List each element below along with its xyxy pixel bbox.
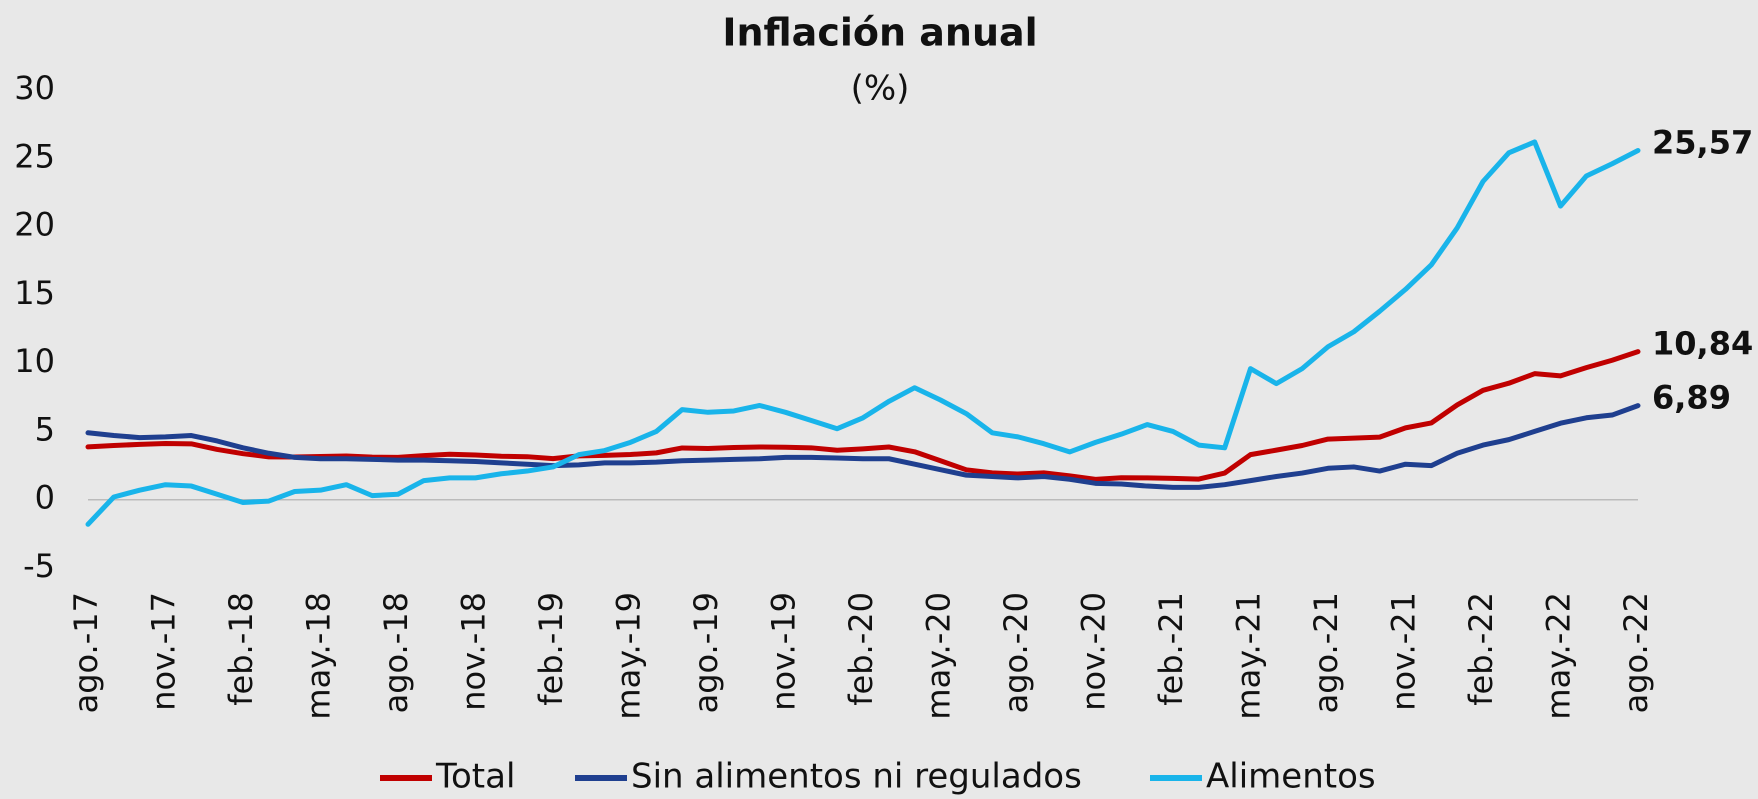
y-tick-label: 5 [35, 410, 55, 448]
legend-label: Total [435, 757, 515, 797]
x-tick-label: ago.-21 [1307, 592, 1345, 713]
x-tick-label: may.-21 [1230, 592, 1268, 720]
x-tick-label: ago.-22 [1617, 592, 1655, 713]
x-tick-label: may.-22 [1540, 592, 1578, 720]
x-tick-label: feb.-20 [842, 592, 880, 706]
x-tick-label: feb.-19 [532, 592, 570, 706]
x-tick-label: feb.-22 [1462, 592, 1500, 706]
x-tick-label: ago.-19 [687, 592, 725, 713]
legend-label: Alimentos [1206, 757, 1376, 797]
x-tick-label: nov.-18 [455, 592, 493, 711]
x-tick-label: ago.-18 [377, 592, 415, 713]
y-tick-label: -5 [23, 547, 55, 585]
x-tick-label: may.-18 [300, 592, 338, 720]
y-tick-label: 20 [14, 206, 55, 244]
y-tick-label: 25 [14, 137, 55, 175]
x-tick-label: ago.-17 [67, 592, 105, 713]
chart-title: Inflación anual [722, 11, 1037, 55]
x-tick-label: may.-19 [610, 592, 648, 720]
legend-label: Sin alimentos ni regulados [631, 757, 1082, 797]
x-tick-label: nov.-19 [765, 592, 803, 711]
y-tick-label: 0 [35, 479, 55, 517]
series-line [85, 349, 1641, 482]
chart-subtitle: (%) [851, 69, 910, 109]
y-tick-label: 30 [14, 69, 55, 107]
x-tick-label: ago.-20 [997, 592, 1035, 713]
data-label: 25,57 [1652, 124, 1753, 162]
y-tick-label: 10 [14, 342, 55, 380]
series-line [85, 139, 1641, 527]
x-tick-label: may.-20 [920, 592, 958, 720]
x-tick-label: feb.-18 [222, 592, 260, 706]
x-tick-label: nov.-20 [1075, 592, 1113, 711]
x-tick-label: feb.-21 [1152, 592, 1190, 706]
x-tick-label: nov.-17 [145, 592, 183, 711]
data-label: 6,89 [1652, 379, 1731, 417]
data-label: 10,84 [1652, 325, 1753, 363]
y-tick-label: 15 [14, 274, 55, 312]
series-line [85, 403, 1641, 490]
x-tick-label: nov.-21 [1385, 592, 1423, 711]
